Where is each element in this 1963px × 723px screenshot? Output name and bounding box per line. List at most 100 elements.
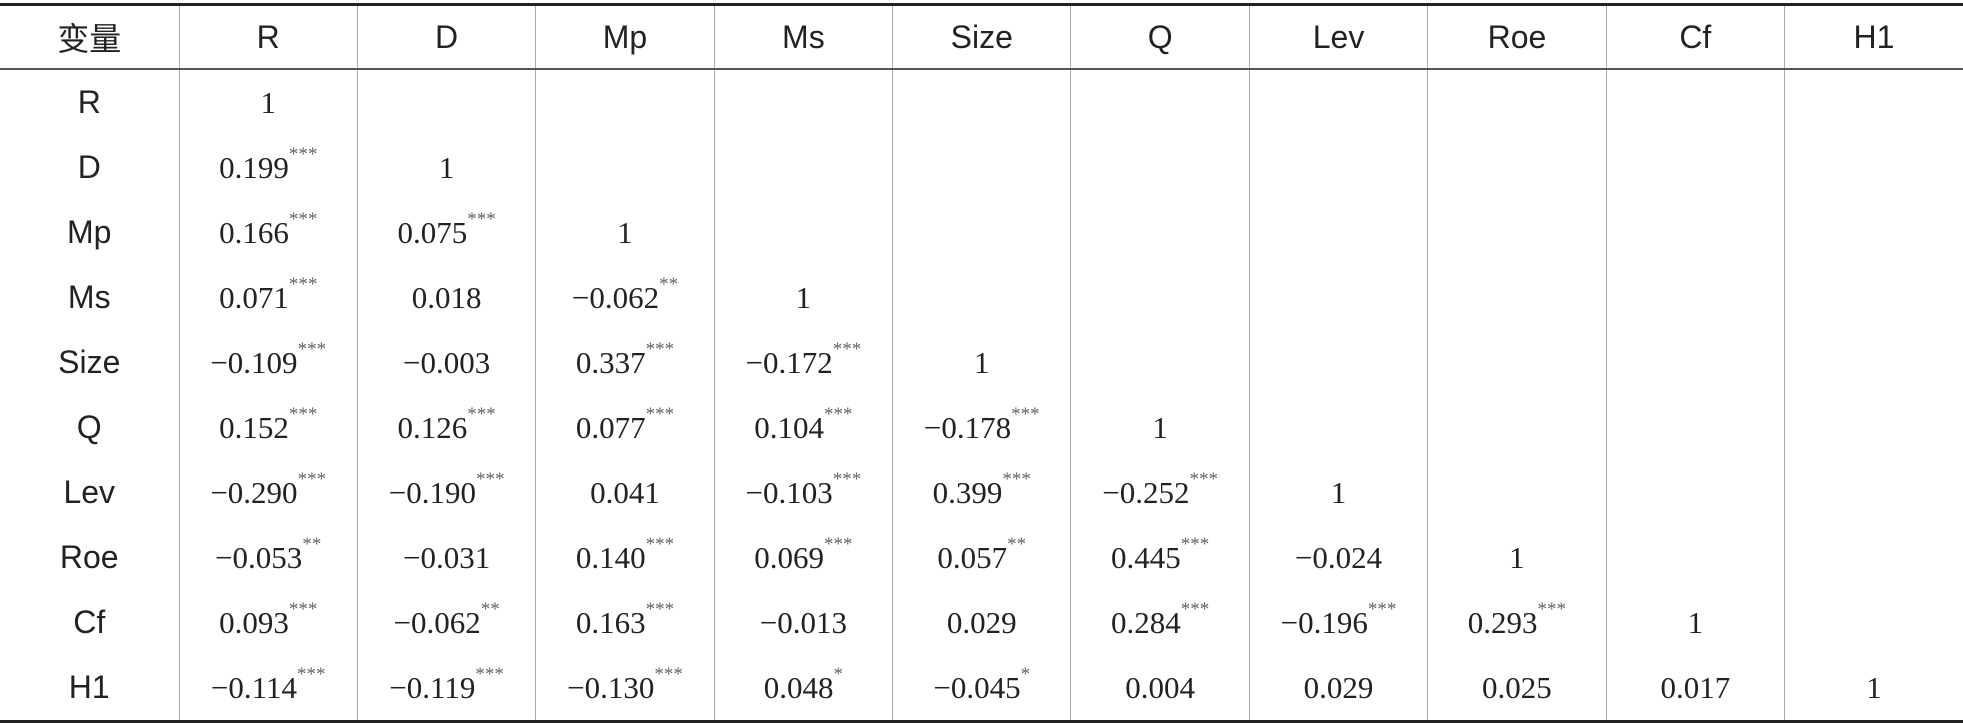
table-cell (1605, 265, 1785, 330)
significance-mark: *** (467, 403, 496, 425)
significance-mark: ** (302, 533, 322, 555)
cell-value: 1 (1509, 539, 1525, 575)
table-cell: 0.163*** (535, 590, 715, 655)
significance-mark: *** (645, 598, 675, 620)
cell-value: −0.024 (1294, 539, 1383, 575)
significance-mark: *** (288, 403, 318, 425)
table-cell (1427, 460, 1607, 525)
table-row: Ms 0.071*** 0.018 −0.062** 1 (0, 265, 1963, 330)
table-cell (1784, 525, 1963, 590)
table-cell (1784, 590, 1963, 655)
cell-value: −0.003 (402, 344, 491, 380)
table-cell: −0.013 (713, 590, 893, 655)
table-cell: −0.109*** (178, 330, 358, 395)
table-cell: 0.140*** (535, 525, 715, 590)
table-cell: 0.041 (535, 460, 715, 525)
cell-value: 0.293 (1467, 604, 1538, 640)
table-cell: −0.130*** (535, 655, 715, 722)
table-cell (1605, 460, 1785, 525)
table-cell (1784, 265, 1963, 330)
significance-mark: *** (288, 208, 318, 230)
row-label: Size (58, 344, 121, 380)
column-header: R (178, 4, 358, 70)
column-header: Q (1070, 4, 1250, 70)
significance-mark: *** (288, 273, 318, 295)
table-cell: 0.093*** (178, 590, 358, 655)
table-cell (1784, 330, 1963, 395)
cell-value: −0.103 (745, 474, 833, 510)
table-cell (1605, 330, 1785, 395)
table-cell (1248, 395, 1428, 460)
table-cell (1427, 330, 1607, 395)
significance-mark: *** (645, 533, 675, 555)
column-header: Ms (713, 4, 893, 70)
table-wrap: 变量 R D Mp Ms Size Q Lev Roe Cf H1 R 1 D 0.199*** 1 Mp 0.… (0, 3, 1963, 723)
table-cell: 0.017 (1605, 655, 1785, 722)
table-cell (1248, 330, 1428, 395)
significance-mark: *** (467, 208, 496, 230)
cell-value: 0.075 (397, 214, 468, 250)
table-cell: 1 (178, 69, 358, 135)
table-cell (1605, 395, 1785, 460)
table-cell: 0.152*** (178, 395, 358, 460)
cell-value: 0.018 (411, 279, 482, 315)
cell-value: −0.252 (1102, 474, 1190, 510)
significance-mark: * (833, 663, 843, 685)
row-label: Cf (73, 604, 106, 640)
table-row: D 0.199*** 1 (0, 135, 1963, 200)
table-cell: 0.025 (1427, 655, 1607, 722)
table-cell (1784, 200, 1963, 265)
table-cell (535, 69, 715, 135)
cell-value: 0.017 (1660, 669, 1731, 705)
significance-mark: *** (654, 663, 683, 685)
table-cell (713, 69, 893, 135)
table-cell: 1 (356, 135, 536, 200)
table-cell: −0.003 (356, 330, 536, 395)
cell-value: 1 (1687, 604, 1704, 640)
table-cell: −0.114*** (178, 655, 358, 722)
significance-mark: *** (1180, 598, 1210, 620)
table-cell: 0.029 (892, 590, 1071, 655)
cell-value: −0.062 (393, 604, 481, 640)
row-label: Roe (59, 539, 119, 575)
significance-mark: * (1020, 663, 1031, 685)
table-cell (1605, 135, 1785, 200)
cell-value: 0.399 (932, 474, 1003, 510)
table-cell (356, 69, 536, 135)
table-cell: 0.069*** (713, 525, 893, 590)
significance-mark: *** (288, 598, 318, 620)
table-cell: 1 (1605, 590, 1785, 655)
row-label: D (77, 149, 101, 185)
cell-value: 1 (974, 344, 990, 380)
significance-mark: ** (480, 598, 500, 620)
table-cell: −0.172*** (713, 330, 893, 395)
table-cell (1427, 265, 1607, 330)
cell-value: −0.045 (933, 669, 1021, 705)
row-label: Lev (63, 474, 116, 510)
table-cell (892, 69, 1071, 135)
table-cell: −0.103*** (713, 460, 893, 525)
column-header: Roe (1427, 4, 1607, 70)
header-row: 变量 R D Mp Ms Size Q Lev Roe Cf H1 (0, 4, 1963, 70)
cell-value: −0.109 (210, 344, 298, 380)
table-cell: 0.071*** (178, 265, 358, 330)
cell-value: 0.163 (575, 604, 646, 640)
cell-value: 0.104 (754, 409, 824, 445)
cell-value: 0.166 (219, 214, 289, 250)
table-cell (1784, 69, 1963, 135)
table-cell: 0.048* (713, 655, 893, 722)
table-cell: 0.029 (1248, 655, 1428, 722)
cell-value: 0.025 (1482, 669, 1552, 705)
table-cell: 0.199*** (178, 135, 358, 200)
significance-mark: *** (1367, 598, 1397, 620)
table-cell: 0.293*** (1427, 590, 1607, 655)
cell-value: −0.053 (215, 539, 303, 575)
table-cell (1784, 395, 1963, 460)
table-cell: −0.119*** (356, 655, 536, 722)
table-cell: 0.399*** (892, 460, 1071, 525)
table-cell (1427, 135, 1607, 200)
significance-mark: *** (1537, 598, 1567, 620)
table-cell: 0.445*** (1070, 525, 1250, 590)
